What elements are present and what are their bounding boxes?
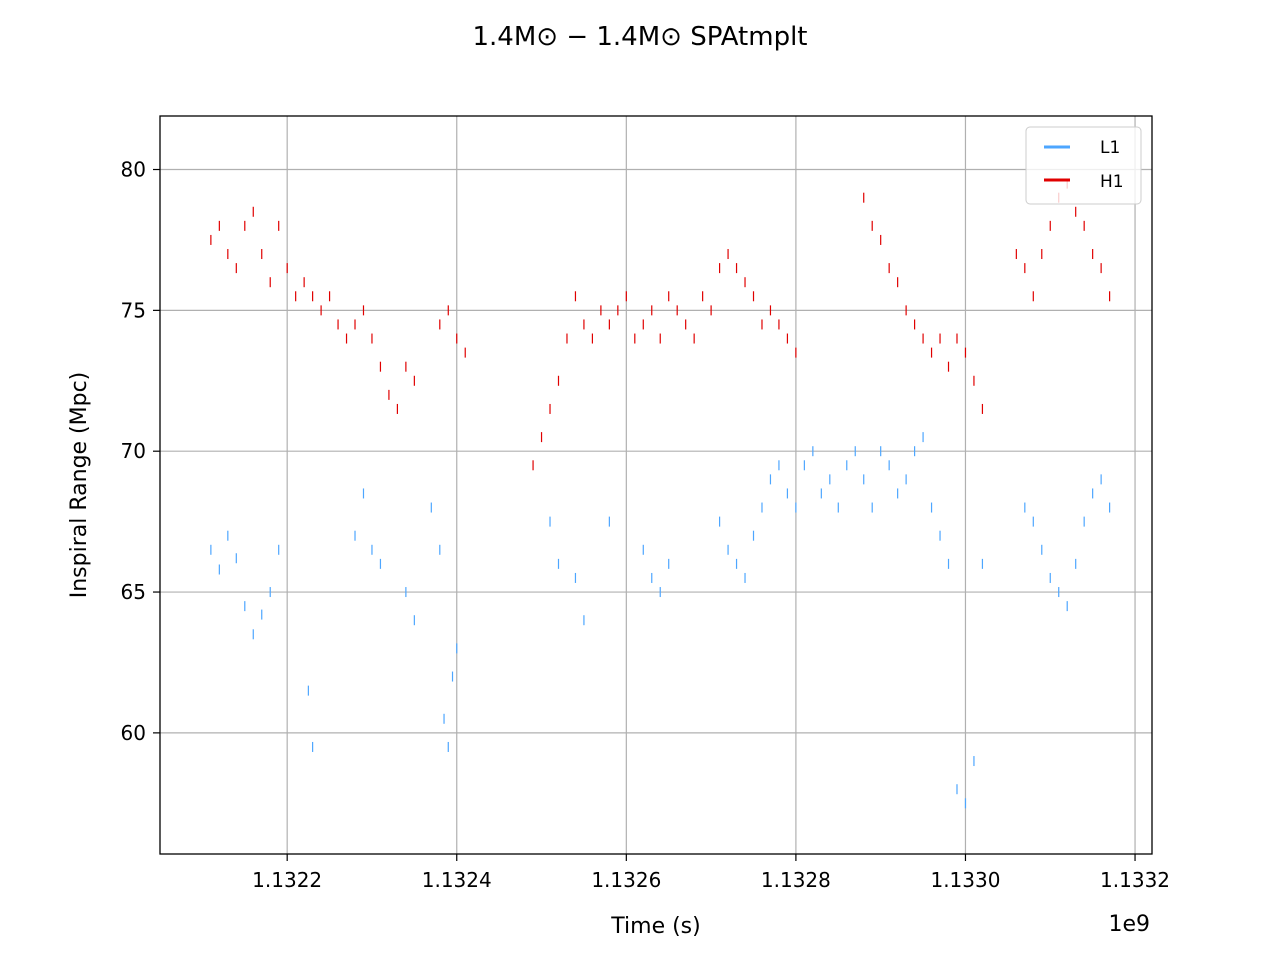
y-axis-label: Inspiral Range (Mpc) bbox=[67, 372, 92, 599]
legend: L1 H1 bbox=[1025, 126, 1142, 205]
y-tick-label: 80 bbox=[121, 158, 146, 182]
x-tick-label: 1.1328 bbox=[761, 868, 831, 892]
x-axis: 1.1322 1.1324 1.1326 1.1328 1.1330 1.1332 bbox=[252, 854, 1170, 892]
x-axis-label: Time (s) bbox=[610, 914, 700, 939]
x-tick-label: 1.1324 bbox=[422, 868, 492, 892]
legend-label-l1: L1 bbox=[1100, 138, 1120, 158]
grid-lines bbox=[160, 116, 1152, 854]
x-tick-label: 1.1326 bbox=[591, 868, 661, 892]
series-h1 bbox=[210, 178, 1111, 471]
legend-label-h1: H1 bbox=[1100, 172, 1124, 192]
legend-box bbox=[1025, 126, 1142, 205]
series-l1 bbox=[210, 432, 1111, 809]
x-axis-offset-label: 1e9 bbox=[1108, 912, 1150, 937]
x-tick-label: 1.1330 bbox=[930, 868, 1000, 892]
x-tick-label: 1.1322 bbox=[252, 868, 322, 892]
x-tick-label: 1.1332 bbox=[1100, 868, 1170, 892]
y-tick-label: 60 bbox=[121, 721, 146, 745]
plot-frame bbox=[159, 115, 1153, 855]
data-series bbox=[210, 178, 1111, 809]
y-tick-label: 75 bbox=[121, 298, 146, 322]
y-tick-label: 65 bbox=[121, 580, 146, 604]
chart-title: 1.4M⊙ − 1.4M⊙ SPAtmplt bbox=[472, 22, 807, 52]
y-axis: 60 65 70 75 80 bbox=[121, 158, 160, 745]
y-tick-label: 70 bbox=[121, 439, 146, 463]
